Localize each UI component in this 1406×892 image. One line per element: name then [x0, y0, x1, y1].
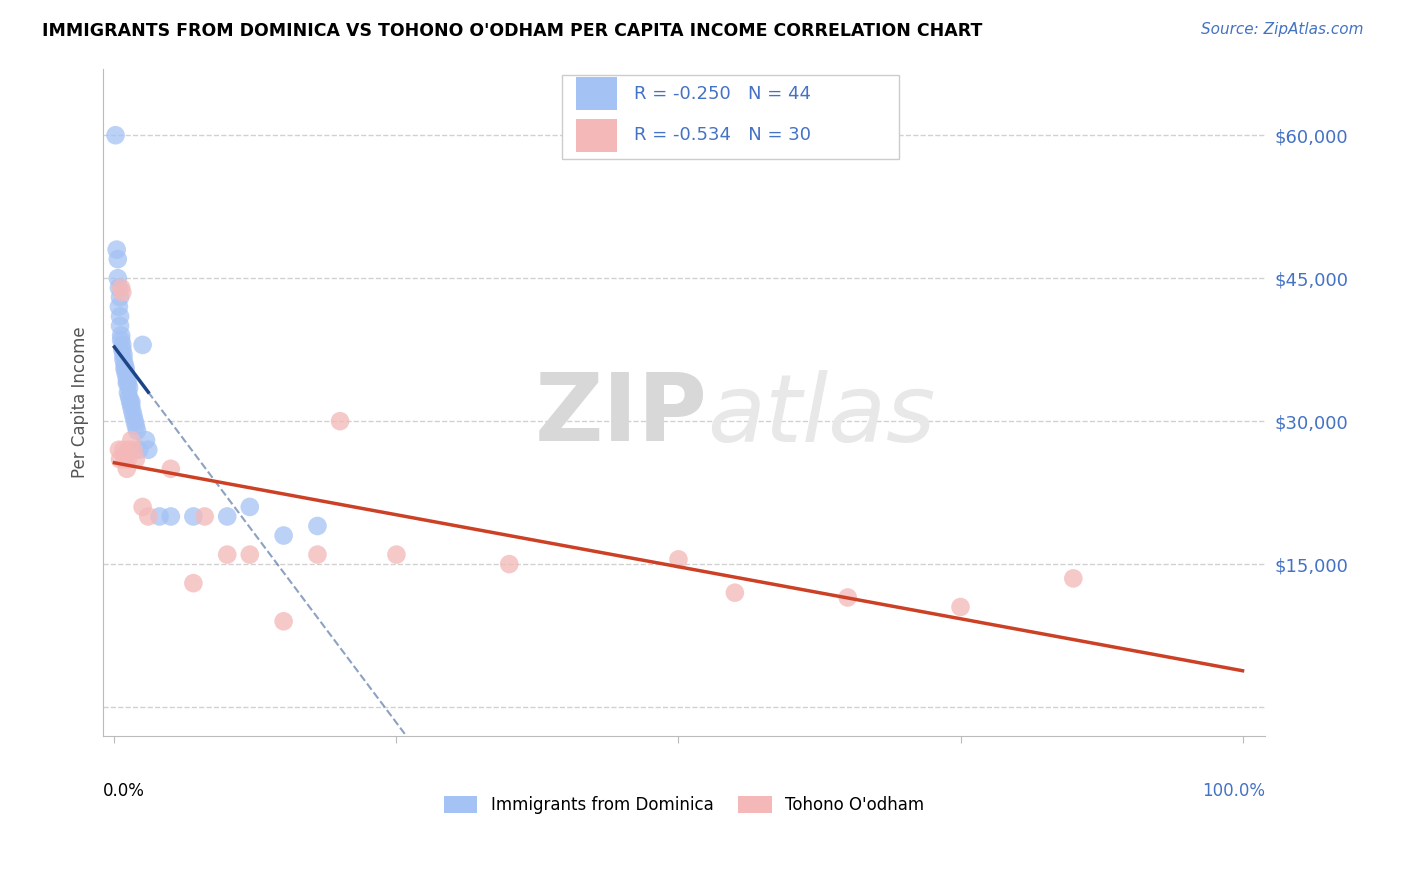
Point — [239, 548, 262, 562]
Text: 0.0%: 0.0% — [103, 782, 145, 800]
FancyBboxPatch shape — [576, 77, 617, 111]
Point — [121, 404, 143, 418]
Point — [136, 509, 159, 524]
Point — [107, 271, 129, 285]
Point — [837, 591, 859, 605]
Point — [217, 509, 239, 524]
Point — [239, 500, 262, 514]
Point — [110, 333, 132, 347]
Point — [307, 519, 329, 533]
Point — [114, 357, 136, 371]
FancyBboxPatch shape — [576, 119, 617, 152]
Legend: Immigrants from Dominica, Tohono O'odham: Immigrants from Dominica, Tohono O'odham — [436, 788, 932, 822]
Point — [120, 395, 142, 409]
Point — [122, 442, 145, 457]
Point — [110, 328, 132, 343]
Point — [273, 528, 295, 542]
Point — [159, 509, 181, 524]
Text: R = -0.534   N = 30: R = -0.534 N = 30 — [634, 127, 811, 145]
Point — [115, 462, 138, 476]
Text: ZIP: ZIP — [534, 369, 707, 461]
Point — [114, 448, 136, 462]
Point — [329, 414, 352, 428]
Point — [112, 347, 135, 361]
Point — [120, 395, 142, 409]
Text: R = -0.250   N = 44: R = -0.250 N = 44 — [634, 85, 811, 103]
Point — [136, 442, 159, 457]
Point — [108, 281, 131, 295]
Point — [118, 390, 141, 404]
Point — [124, 414, 146, 428]
Point — [111, 343, 134, 357]
Point — [183, 509, 205, 524]
Point — [148, 509, 170, 524]
Point — [108, 452, 131, 467]
Text: Source: ZipAtlas.com: Source: ZipAtlas.com — [1201, 22, 1364, 37]
Point — [105, 243, 128, 257]
Point — [183, 576, 205, 591]
Point — [117, 376, 139, 390]
Point — [118, 442, 141, 457]
Point — [115, 376, 138, 390]
Text: IMMIGRANTS FROM DOMINICA VS TOHONO O'ODHAM PER CAPITA INCOME CORRELATION CHART: IMMIGRANTS FROM DOMINICA VS TOHONO O'ODH… — [42, 22, 983, 40]
Point — [108, 442, 131, 457]
Point — [108, 310, 131, 324]
Point — [107, 252, 129, 267]
Point — [1062, 571, 1084, 585]
Point — [117, 385, 139, 400]
Point — [668, 552, 690, 566]
Text: 100.0%: 100.0% — [1202, 782, 1265, 800]
Point — [125, 418, 148, 433]
Point — [114, 361, 136, 376]
Point — [118, 381, 141, 395]
Point — [112, 352, 135, 367]
Point — [135, 434, 157, 448]
Point — [273, 615, 295, 629]
Point — [194, 509, 217, 524]
Point — [120, 434, 142, 448]
Point — [217, 548, 239, 562]
Point — [114, 367, 136, 381]
Point — [115, 371, 138, 385]
Point — [724, 585, 747, 599]
Point — [117, 452, 139, 467]
Point — [112, 442, 135, 457]
Point — [125, 452, 148, 467]
Point — [108, 300, 131, 314]
Point — [159, 462, 181, 476]
Point — [108, 290, 131, 304]
Point — [122, 409, 145, 424]
FancyBboxPatch shape — [562, 75, 898, 159]
Point — [385, 548, 408, 562]
Point — [104, 128, 127, 143]
Text: atlas: atlas — [707, 370, 935, 461]
Point — [108, 318, 131, 333]
Y-axis label: Per Capita Income: Per Capita Income — [72, 326, 89, 478]
Point — [498, 557, 520, 571]
Point — [114, 361, 136, 376]
Point — [114, 452, 136, 467]
Point — [131, 500, 153, 514]
Point — [949, 599, 972, 614]
Point — [110, 281, 132, 295]
Point — [307, 548, 329, 562]
Point — [111, 338, 134, 352]
Point — [131, 338, 153, 352]
Point — [120, 400, 142, 414]
Point — [128, 442, 150, 457]
Point — [125, 424, 148, 438]
Point — [111, 285, 134, 300]
